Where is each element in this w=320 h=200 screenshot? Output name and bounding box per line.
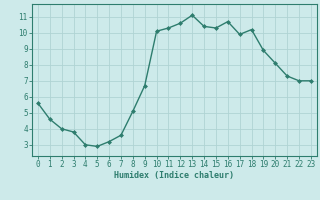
X-axis label: Humidex (Indice chaleur): Humidex (Indice chaleur) xyxy=(115,171,234,180)
